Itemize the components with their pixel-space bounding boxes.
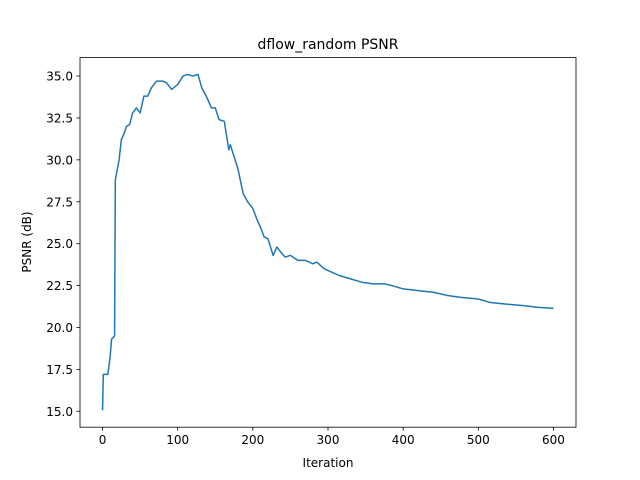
x-axis-label: Iteration <box>303 456 354 470</box>
y-tick-label: 17.5 <box>46 363 73 377</box>
y-tick-label: 15.0 <box>46 405 73 419</box>
y-axis-label: PSNR (dB) <box>20 211 34 272</box>
y-tick-label: 30.0 <box>46 153 73 167</box>
x-tick-label: 500 <box>467 433 490 447</box>
x-tick-label: 100 <box>166 433 189 447</box>
x-tick-label: 0 <box>99 433 107 447</box>
x-tick-label: 300 <box>317 433 340 447</box>
y-tick-label: 32.5 <box>46 111 73 125</box>
x-tick-label: 600 <box>542 433 565 447</box>
x-tick-label: 200 <box>241 433 264 447</box>
x-tick-label: 400 <box>392 433 415 447</box>
chart-title: dflow_random PSNR <box>258 37 399 53</box>
y-tick-label: 27.5 <box>46 195 73 209</box>
y-tick-label: 25.0 <box>46 237 73 251</box>
y-tick-label: 22.5 <box>46 279 73 293</box>
y-tick-label: 20.0 <box>46 321 73 335</box>
data-line <box>101 73 554 411</box>
y-tick-label: 35.0 <box>46 70 73 84</box>
